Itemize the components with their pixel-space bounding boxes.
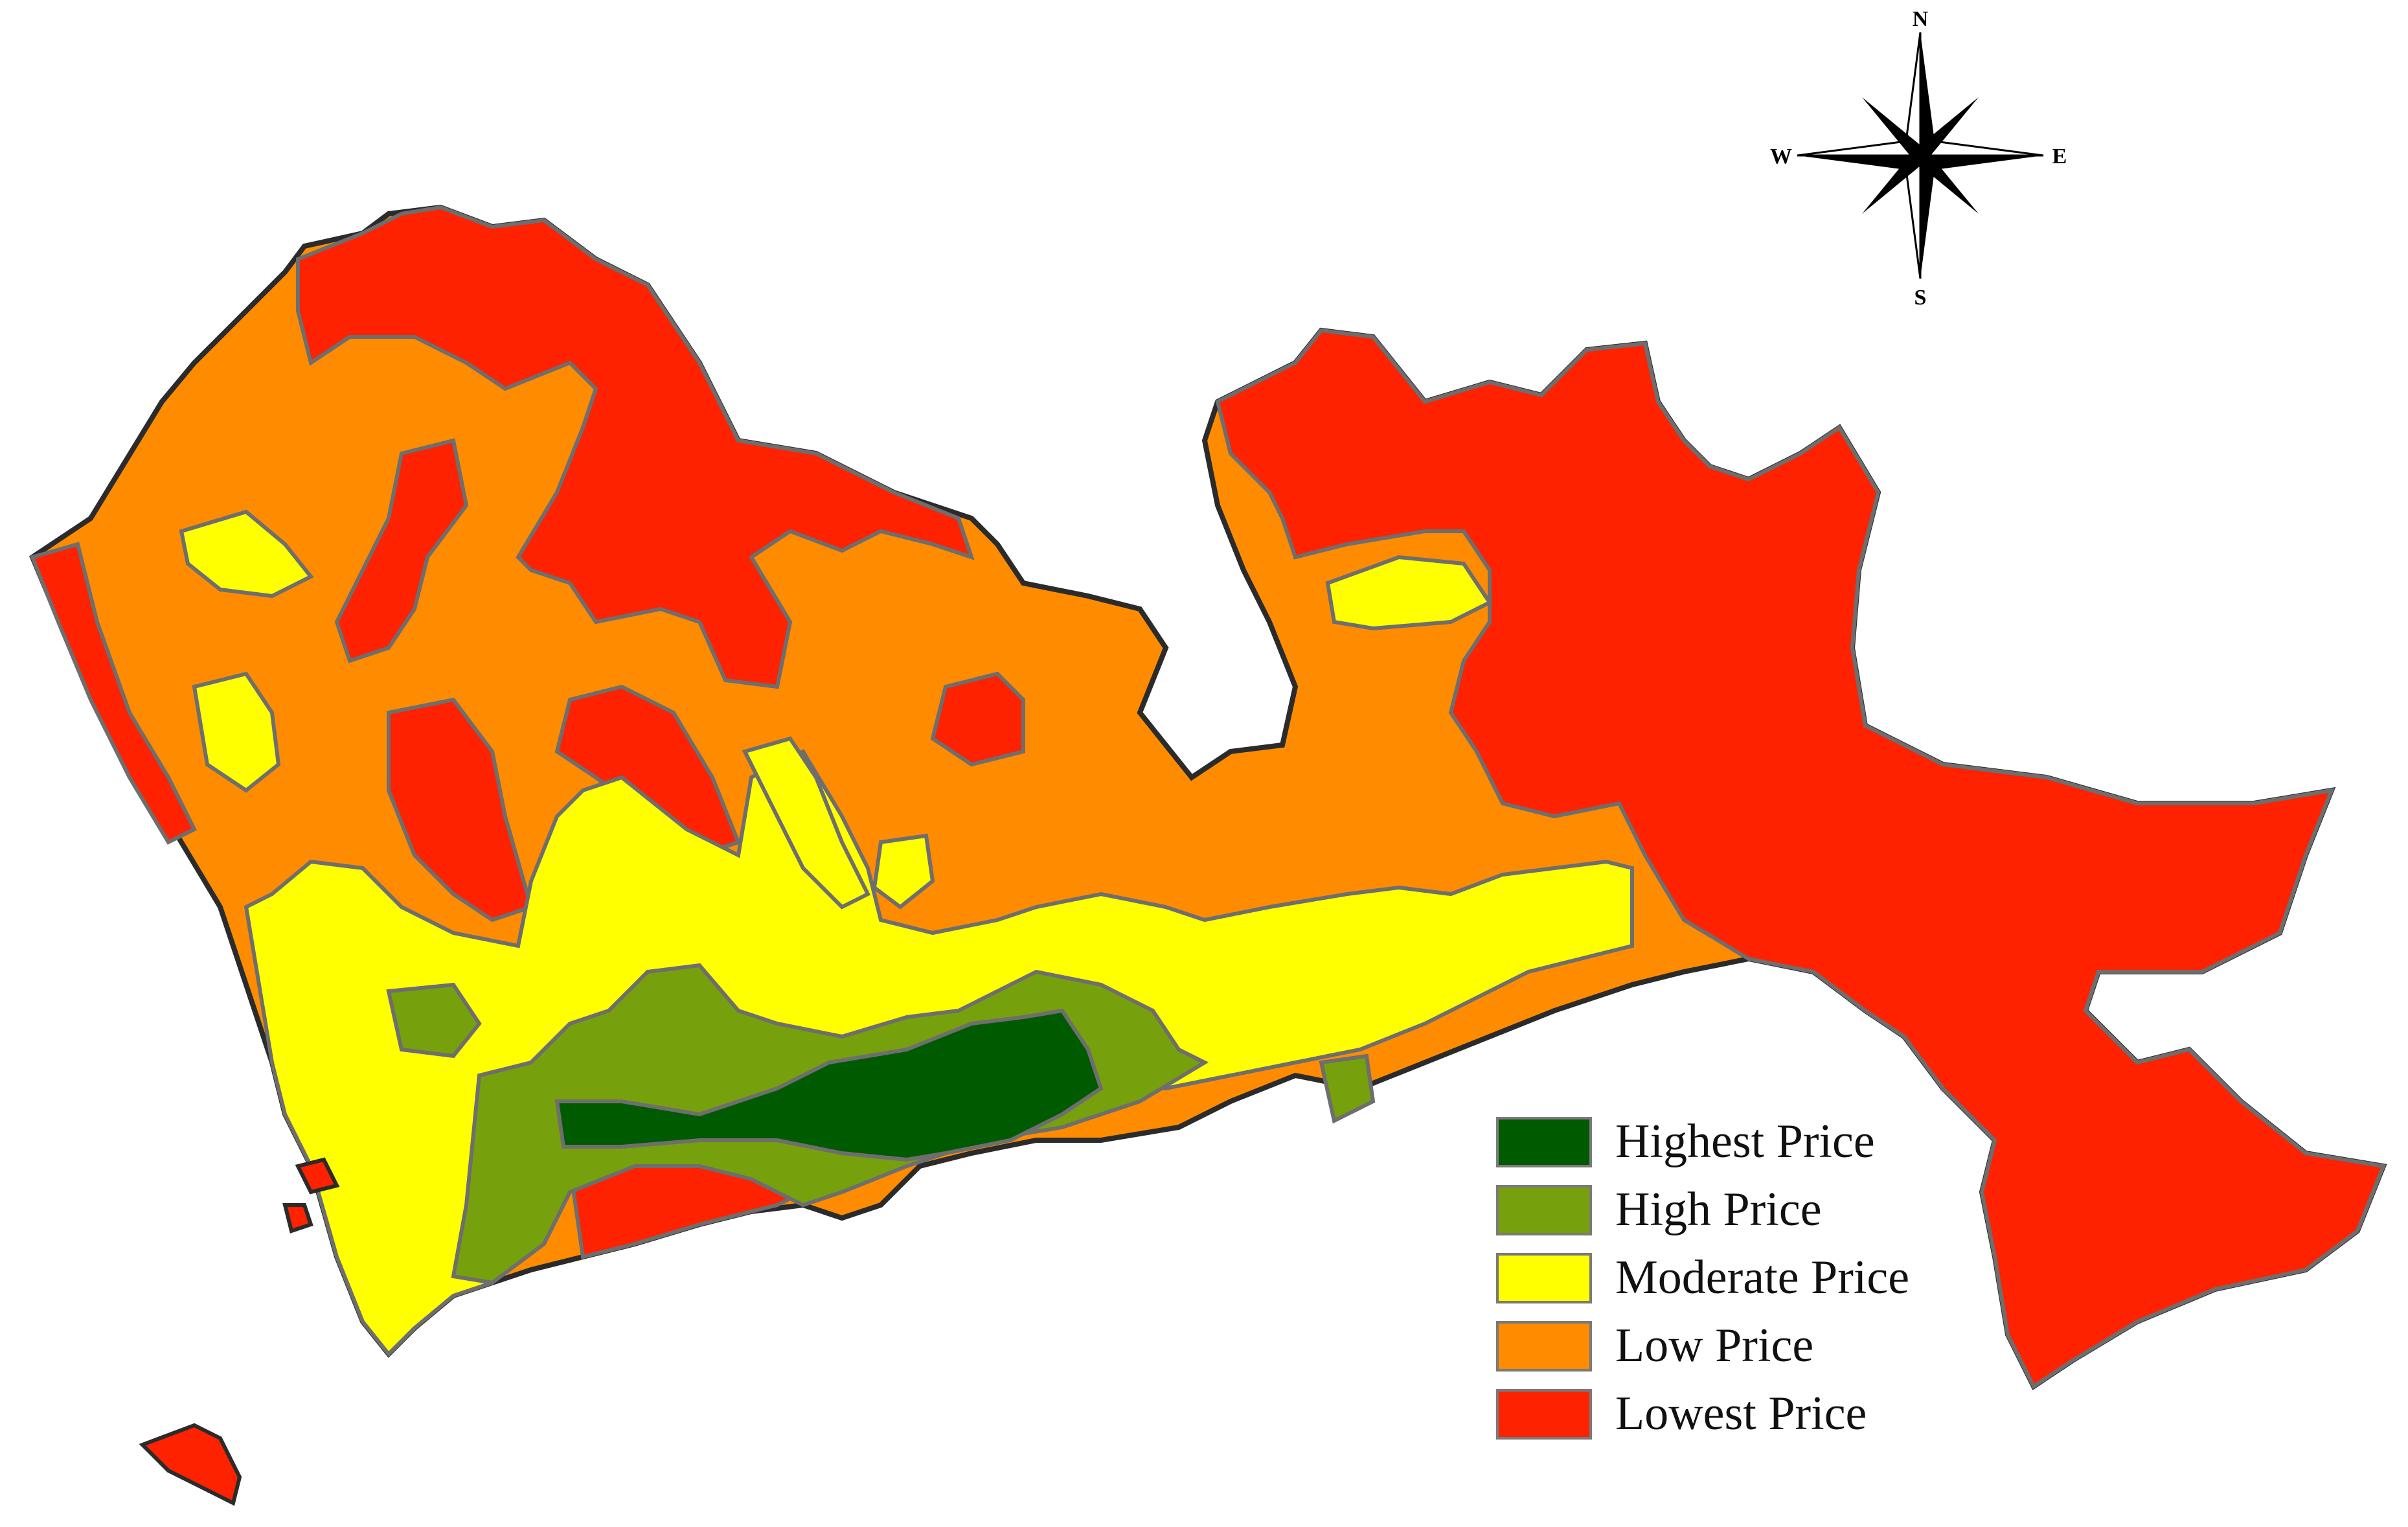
island-west-2 — [282, 1203, 313, 1234]
legend-label: Low Price — [1615, 1319, 1814, 1372]
legend-item-lowest-price: Lowest Price — [1496, 1380, 1988, 1448]
island-southwest — [139, 1423, 242, 1506]
zone-moderate-price-mid-patch — [872, 833, 935, 910]
zone-lowest-price-west-strip — [29, 542, 198, 845]
legend-label: Moderate Price — [1615, 1251, 1910, 1304]
legend-item-moderate-price: Moderate Price — [1496, 1244, 1988, 1312]
legend-item-high-price: High Price — [1496, 1176, 1988, 1244]
zone-moderate-price-north-patch — [1325, 555, 1493, 631]
legend-swatch — [1496, 1388, 1592, 1440]
zone-lowest-price-centerwest — [334, 438, 469, 663]
legend-swatch — [1496, 1116, 1592, 1167]
zone-lowest-price-north — [296, 205, 975, 689]
compass-east-label: E — [2052, 144, 2067, 168]
legend-label: Highest Price — [1615, 1115, 1875, 1168]
zone-lowest-price-east — [1215, 328, 2387, 1390]
legend-swatch — [1496, 1184, 1592, 1235]
zone-highest-price-core — [554, 1008, 1104, 1162]
zone-high-price-small-east — [1319, 1053, 1376, 1124]
legend-swatch — [1496, 1252, 1592, 1303]
compass-rose: N S E W — [1770, 7, 2067, 310]
compass-west-label: W — [1770, 144, 1792, 168]
zone-lowest-price-center — [930, 671, 1025, 767]
zone-moderate-price-west-patch-2 — [192, 671, 281, 793]
zone-moderate-price-west-patch — [179, 509, 314, 599]
legend-item-low-price: Low Price — [1496, 1312, 1988, 1380]
zone-moderate-price-center-patch — [742, 736, 871, 910]
zone-lowest-price-south-west — [387, 697, 534, 923]
legend-label: High Price — [1615, 1183, 1822, 1236]
zone-high-price-small-west — [386, 982, 482, 1059]
legend-swatch — [1496, 1320, 1592, 1372]
legend-label: Lowest Price — [1615, 1387, 1867, 1440]
legend-item-highest-price: Highest Price — [1496, 1108, 1988, 1176]
compass-south-label: S — [1914, 286, 1927, 310]
compass-north-label: N — [1913, 7, 1929, 31]
map-legend: Highest Price High Price Moderate Price … — [1496, 1108, 1988, 1448]
island-west-1 — [295, 1157, 340, 1195]
